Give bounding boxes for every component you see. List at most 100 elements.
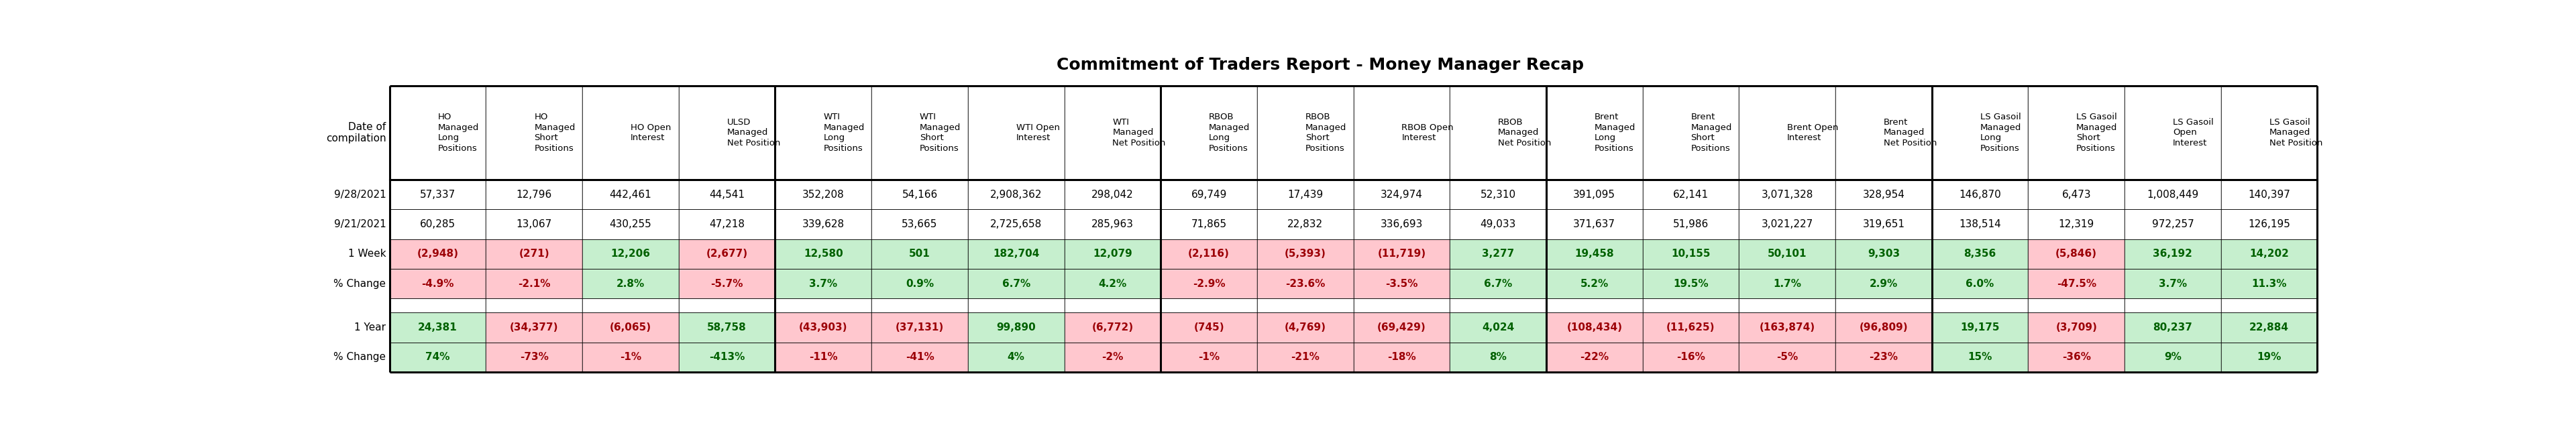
Bar	[2125, 298, 2221, 313]
Text: 3,071,328: 3,071,328	[1762, 189, 1814, 200]
Text: 71,865: 71,865	[1190, 219, 1226, 229]
Text: 285,963: 285,963	[1092, 219, 1133, 229]
Text: (96,809): (96,809)	[1860, 322, 1909, 333]
Bar	[1643, 209, 1739, 239]
Text: 3.7%: 3.7%	[809, 279, 837, 289]
Bar	[1352, 313, 1450, 342]
Text: 146,870: 146,870	[1958, 189, 2002, 200]
Bar	[1450, 298, 1546, 313]
Bar	[1162, 342, 1257, 372]
Bar	[389, 342, 487, 372]
Bar	[2027, 269, 2125, 298]
Text: Brent Open
Interest: Brent Open Interest	[1788, 123, 1839, 142]
Text: Brent
Managed
Long
Positions: Brent Managed Long Positions	[1595, 113, 1636, 152]
Text: 9/21/2021: 9/21/2021	[335, 219, 386, 229]
Bar	[1257, 269, 1352, 298]
Text: 12,796: 12,796	[515, 189, 551, 200]
Text: 182,704: 182,704	[992, 249, 1038, 259]
Bar	[1162, 269, 1257, 298]
Bar	[1546, 342, 1643, 372]
Text: 3,277: 3,277	[1481, 249, 1515, 259]
Bar	[1546, 209, 1643, 239]
Text: -1%: -1%	[1198, 352, 1218, 362]
Text: 53,665: 53,665	[902, 219, 938, 229]
Text: -21%: -21%	[1291, 352, 1319, 362]
Text: 298,042: 298,042	[1092, 189, 1133, 200]
Text: Commitment of Traders Report - Money Manager Recap: Commitment of Traders Report - Money Man…	[1056, 57, 1584, 73]
Text: WTI
Managed
Short
Positions: WTI Managed Short Positions	[920, 113, 961, 152]
Bar	[1257, 342, 1352, 372]
Bar	[1162, 239, 1257, 269]
Text: -4.9%: -4.9%	[422, 279, 453, 289]
Bar	[969, 342, 1064, 372]
Text: (108,434): (108,434)	[1566, 322, 1623, 333]
Text: 2,725,658: 2,725,658	[989, 219, 1043, 229]
Text: RBOB
Managed
Short
Positions: RBOB Managed Short Positions	[1306, 113, 1347, 152]
Bar	[1837, 239, 1932, 269]
Bar	[1739, 209, 1837, 239]
Bar	[1837, 298, 1932, 313]
Bar	[677, 269, 775, 298]
Bar	[582, 269, 677, 298]
Text: -413%: -413%	[708, 352, 744, 362]
Text: 54,166: 54,166	[902, 189, 938, 200]
Text: 80,237: 80,237	[2154, 322, 2192, 333]
Bar	[2221, 313, 2318, 342]
Text: HO
Managed
Long
Positions: HO Managed Long Positions	[438, 113, 479, 152]
Bar	[1162, 85, 1257, 179]
Bar	[1739, 179, 1837, 209]
Text: 2.9%: 2.9%	[1870, 279, 1899, 289]
Text: (6,065): (6,065)	[611, 322, 652, 333]
Bar	[389, 298, 487, 313]
Bar	[969, 85, 1064, 179]
Bar	[969, 179, 1064, 209]
Text: WTI
Managed
Net Position: WTI Managed Net Position	[1113, 118, 1167, 147]
Text: -2%: -2%	[1103, 352, 1123, 362]
Bar	[1352, 179, 1450, 209]
Bar	[677, 85, 775, 179]
Bar	[1643, 179, 1739, 209]
Text: 24,381: 24,381	[417, 322, 459, 333]
Bar	[1450, 209, 1546, 239]
Bar	[1932, 298, 2027, 313]
Bar	[1352, 85, 1450, 179]
Text: Date of
compilation: Date of compilation	[325, 122, 386, 144]
Bar	[677, 239, 775, 269]
Bar	[1643, 342, 1739, 372]
Text: 12,206: 12,206	[611, 249, 649, 259]
Text: RBOB
Managed
Net Position: RBOB Managed Net Position	[1499, 118, 1551, 147]
Text: -23%: -23%	[1870, 352, 1899, 362]
Bar	[487, 298, 582, 313]
Text: % Change: % Change	[335, 352, 386, 362]
Text: 9,303: 9,303	[1868, 249, 1899, 259]
Text: 6.7%: 6.7%	[1002, 279, 1030, 289]
Text: 19.5%: 19.5%	[1674, 279, 1708, 289]
Bar	[1064, 85, 1162, 179]
Text: 3,021,227: 3,021,227	[1762, 219, 1814, 229]
Bar	[487, 209, 582, 239]
Bar	[677, 179, 775, 209]
Bar	[1352, 342, 1450, 372]
Bar	[582, 313, 677, 342]
Text: 36,192: 36,192	[2154, 249, 2192, 259]
Bar	[389, 269, 487, 298]
Text: (43,903): (43,903)	[799, 322, 848, 333]
Text: (37,131): (37,131)	[896, 322, 943, 333]
Text: (5,393): (5,393)	[1285, 249, 1327, 259]
Text: 6.7%: 6.7%	[1484, 279, 1512, 289]
Bar	[1257, 209, 1352, 239]
Bar	[775, 313, 871, 342]
Bar	[487, 342, 582, 372]
Text: Brent
Managed
Net Position: Brent Managed Net Position	[1883, 118, 1937, 147]
Bar	[2027, 179, 2125, 209]
Bar	[2125, 85, 2221, 179]
Text: % Change: % Change	[335, 279, 386, 289]
Text: 501: 501	[909, 249, 930, 259]
Bar	[1064, 239, 1162, 269]
Text: LS Gasoil
Managed
Long
Positions: LS Gasoil Managed Long Positions	[1981, 113, 2022, 152]
Text: -2.1%: -2.1%	[518, 279, 551, 289]
Text: 371,637: 371,637	[1574, 219, 1615, 229]
Bar	[2027, 313, 2125, 342]
Text: -1%: -1%	[621, 352, 641, 362]
Bar	[1064, 179, 1162, 209]
